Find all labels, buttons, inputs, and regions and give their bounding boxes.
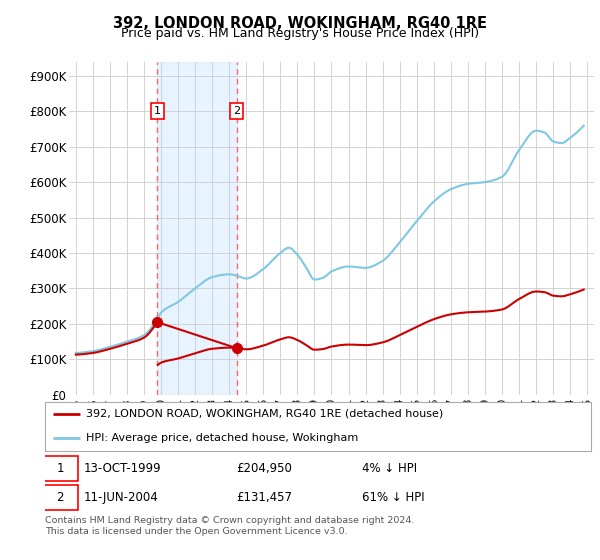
Text: 2: 2 <box>56 491 64 504</box>
Bar <box>157 62 237 395</box>
Text: 392, LONDON ROAD, WOKINGHAM, RG40 1RE: 392, LONDON ROAD, WOKINGHAM, RG40 1RE <box>113 16 487 31</box>
Text: 11-JUN-2004: 11-JUN-2004 <box>83 491 158 504</box>
Text: 4% ↓ HPI: 4% ↓ HPI <box>362 462 417 475</box>
Text: 392, LONDON ROAD, WOKINGHAM, RG40 1RE (detached house): 392, LONDON ROAD, WOKINGHAM, RG40 1RE (d… <box>86 409 443 419</box>
Text: Contains HM Land Registry data © Crown copyright and database right 2024.
This d: Contains HM Land Registry data © Crown c… <box>45 516 415 536</box>
FancyBboxPatch shape <box>42 486 78 510</box>
FancyBboxPatch shape <box>42 456 78 480</box>
Text: £131,457: £131,457 <box>236 491 292 504</box>
Text: £204,950: £204,950 <box>236 462 292 475</box>
Text: 1: 1 <box>154 106 161 116</box>
Text: 13-OCT-1999: 13-OCT-1999 <box>83 462 161 475</box>
Text: Price paid vs. HM Land Registry's House Price Index (HPI): Price paid vs. HM Land Registry's House … <box>121 27 479 40</box>
Text: 2: 2 <box>233 106 240 116</box>
FancyBboxPatch shape <box>45 402 591 451</box>
Text: HPI: Average price, detached house, Wokingham: HPI: Average price, detached house, Woki… <box>86 433 358 444</box>
Text: 61% ↓ HPI: 61% ↓ HPI <box>362 491 424 504</box>
Text: 1: 1 <box>56 462 64 475</box>
